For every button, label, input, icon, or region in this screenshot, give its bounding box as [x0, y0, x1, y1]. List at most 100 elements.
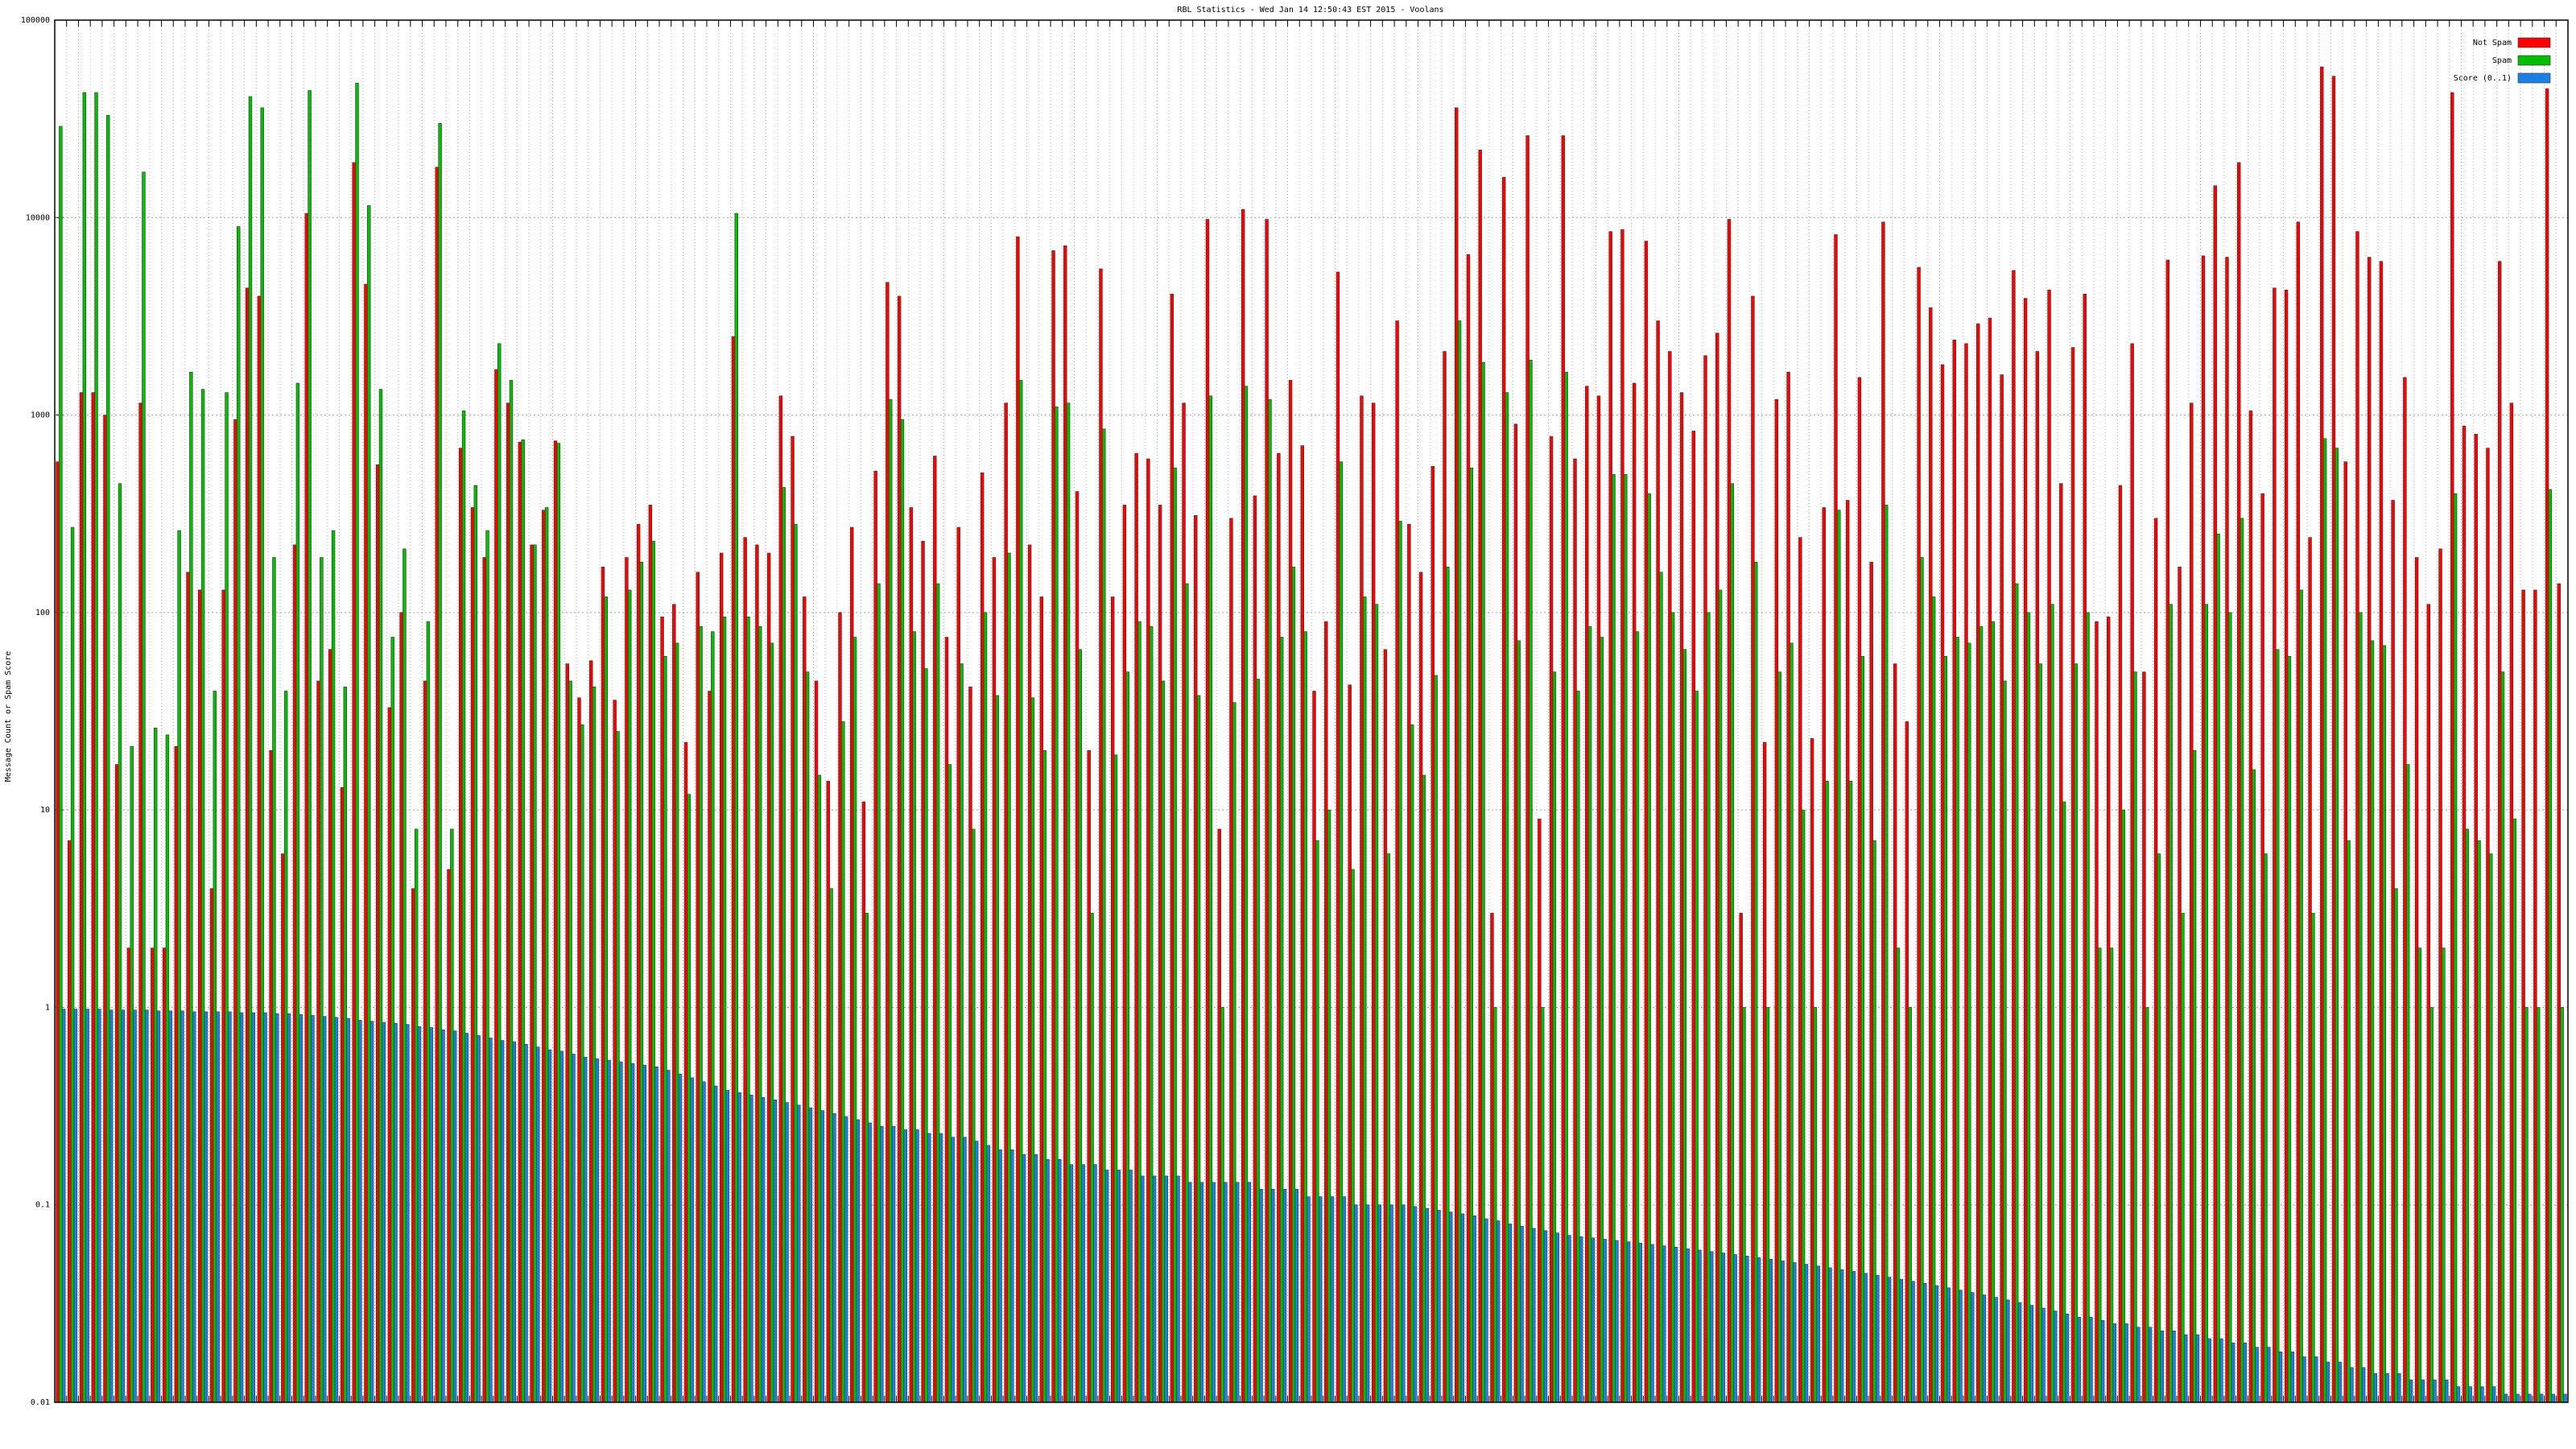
bar [1964, 343, 1968, 1403]
bar [1540, 1007, 1545, 1403]
bar [94, 92, 98, 1403]
bar [1117, 1170, 1121, 1403]
bar [2148, 1327, 2153, 1403]
bar [648, 505, 653, 1403]
bar [559, 1051, 564, 1403]
bar [1635, 631, 1640, 1403]
bar [900, 419, 905, 1403]
bar [1508, 1224, 1513, 1403]
bar [2409, 1379, 2413, 1403]
bar [1110, 597, 1115, 1403]
bar [1371, 402, 1376, 1403]
bar [237, 226, 241, 1403]
bar [2204, 604, 2209, 1403]
bar [2456, 1386, 2461, 1403]
bar [1917, 266, 1921, 1403]
bar [1389, 1204, 1393, 1403]
bar [1822, 507, 1826, 1403]
bar [2536, 1007, 2541, 1403]
bar [414, 828, 419, 1403]
bar [2350, 1367, 2354, 1403]
bar [2489, 853, 2493, 1403]
bar [844, 1116, 848, 1403]
bar [2516, 1393, 2520, 1403]
bar [826, 780, 830, 1403]
bar [773, 1100, 777, 1403]
bar [1069, 1164, 1074, 1403]
bar [2118, 485, 2123, 1403]
bar [794, 523, 798, 1403]
bar [2136, 1327, 2140, 1403]
bar [702, 1081, 706, 1403]
bar [287, 1013, 291, 1403]
bar [343, 686, 348, 1403]
bar [1543, 1230, 1548, 1403]
bar [2012, 270, 2016, 1403]
bar [417, 1026, 422, 1403]
bar [352, 162, 356, 1403]
bar [299, 1014, 303, 1403]
bar [2059, 483, 2063, 1403]
bar [1134, 452, 1138, 1403]
bar [447, 869, 451, 1403]
bar [1644, 241, 1649, 1403]
bar [1090, 913, 1094, 1403]
bar [394, 1022, 398, 1403]
bar [2095, 621, 2099, 1403]
bar [2528, 1393, 2532, 1403]
bar [935, 583, 940, 1403]
bar [2474, 434, 2478, 1403]
bar [912, 631, 916, 1403]
bar [189, 371, 193, 1403]
bar [1975, 323, 1980, 1403]
bar [1839, 1269, 1844, 1403]
bar [1141, 1175, 1145, 1403]
bar [2023, 298, 2028, 1403]
bar [1087, 750, 1091, 1403]
bar [2275, 649, 2280, 1403]
bar [915, 1129, 919, 1403]
bar [1846, 500, 1850, 1403]
bar [1872, 840, 1876, 1403]
bar [1430, 465, 1435, 1403]
bar [924, 668, 928, 1403]
bar [1330, 1196, 1335, 1403]
bar [85, 1009, 89, 1403]
bar [2225, 257, 2229, 1403]
bar [947, 764, 952, 1403]
bar [2041, 1307, 2046, 1403]
bar [1176, 1175, 1180, 1403]
bar [485, 530, 489, 1403]
bar [832, 1113, 836, 1403]
bar [2338, 1361, 2342, 1403]
bar [512, 1041, 517, 1403]
bar [177, 530, 181, 1403]
bar [2106, 617, 2111, 1403]
bar [2216, 533, 2220, 1403]
bar [1481, 361, 1485, 1403]
bar [1603, 1239, 1607, 1403]
bar [1377, 1204, 1382, 1403]
legend-label: Not Spam [2473, 39, 2512, 47]
bar [168, 1010, 172, 1403]
bar [1478, 149, 1482, 1403]
bar [2003, 680, 2007, 1403]
bar [1813, 1007, 1818, 1403]
bar [636, 523, 641, 1403]
bar [1525, 135, 1530, 1403]
bar [678, 1073, 683, 1403]
bar [791, 436, 795, 1403]
bar [1970, 1292, 1975, 1403]
bar [1004, 402, 1008, 1403]
bar [213, 691, 217, 1403]
bar [530, 544, 534, 1403]
bar [1057, 1158, 1062, 1403]
bar [1929, 307, 1933, 1403]
bar [2326, 1361, 2330, 1403]
bar [126, 947, 131, 1403]
bar [556, 443, 561, 1403]
bar [97, 1009, 101, 1403]
bar [275, 1013, 279, 1403]
bar [2521, 589, 2525, 1403]
bar [2267, 1347, 2271, 1403]
